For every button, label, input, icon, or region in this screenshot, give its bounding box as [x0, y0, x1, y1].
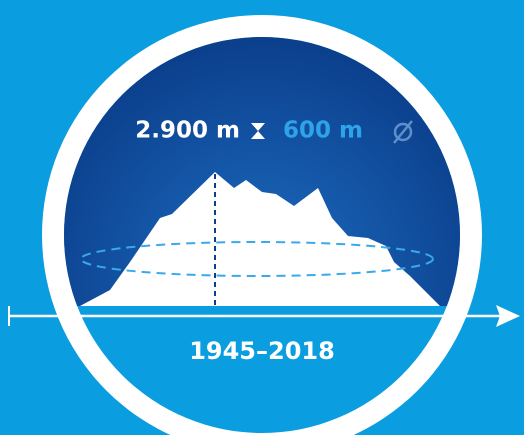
- period-text: 1945–2018: [189, 337, 335, 365]
- infographic: 2.900 m 600 m 1945–2018: [0, 0, 524, 435]
- page: 2.900 m 600 m 1945–2018 (() => { const d…: [0, 0, 524, 435]
- diameter-text: 600 m: [283, 118, 363, 144]
- elevation-text: 2.900 m: [135, 118, 240, 144]
